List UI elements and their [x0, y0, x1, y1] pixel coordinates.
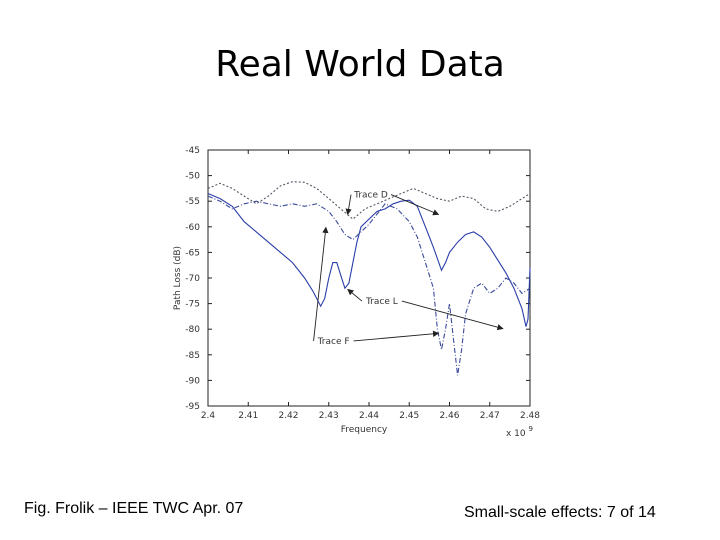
series-line-solid	[207, 192, 531, 327]
y-tick-label: -95	[185, 402, 200, 412]
y-tick-label: -45	[185, 146, 200, 156]
y-tick-label: -70	[185, 274, 200, 284]
x-tick-label: 2.43	[319, 411, 339, 421]
plot-area-frame	[207, 149, 531, 407]
annotation-arrow	[401, 300, 504, 331]
x-axis-label: Frequency	[341, 425, 388, 435]
x-tick-label: 2.4	[201, 411, 216, 421]
y-axis-label: Path Loss (dB)	[173, 246, 183, 310]
annotation-arrow	[347, 288, 363, 302]
annotation-arrow	[313, 226, 329, 342]
y-tick-label: -75	[185, 300, 200, 310]
x-axis-multiplier: x 10 9	[506, 425, 533, 439]
x-tick-label: 2.42	[278, 411, 298, 421]
y-axis-ticks: -45 -50 -55 -60 -65 -70 -75 -80 -85 -90 -95	[185, 146, 530, 412]
annotation-arrow	[345, 194, 352, 216]
x-tick-label: 2.48	[520, 411, 540, 421]
x-axis-multiplier-base: x 10	[506, 429, 526, 439]
y-tick-label: -60	[185, 223, 200, 233]
annotation-arrow	[390, 194, 440, 216]
annotation-label: Trace D	[353, 191, 388, 201]
y-tick-label: -85	[185, 351, 200, 361]
annotations: Trace D Trace L Trace F	[313, 191, 504, 347]
x-axis-multiplier-exponent: 9	[529, 425, 533, 433]
series-lines	[207, 181, 531, 376]
annotation-label: Trace L	[365, 297, 398, 307]
y-tick-label: -55	[185, 197, 200, 207]
annotation-label: Trace F	[317, 337, 350, 347]
series-line-dotted	[207, 181, 531, 220]
path-loss-chart: -45-50-55-60-65-70-75-80-85-90-95 2.4 2.4…	[173, 146, 540, 439]
figure-citation: Fig. Frolik – IEEE TWC Apr. 07	[24, 500, 244, 517]
x-tick-label: 2.41	[238, 411, 258, 421]
series-line-dashdot	[207, 195, 531, 376]
x-tick-label: 2.46	[439, 411, 459, 421]
y-tick-label: -65	[185, 248, 200, 258]
x-axis-ticks: 2.4 2.41 2.42 2.43 2.44 2.45 2.46 2.47 2.48	[201, 150, 540, 421]
slide-title: Real World Data	[215, 44, 505, 85]
y-tick-label: -80	[185, 325, 200, 335]
annotation-arrow	[353, 330, 440, 342]
x-tick-label: 2.47	[480, 411, 500, 421]
slide-progress: Small-scale effects: 7 of 14	[464, 504, 656, 521]
x-tick-label: 2.45	[399, 411, 419, 421]
y-tick-label: -50	[185, 172, 200, 182]
x-tick-label: 2.44	[359, 411, 379, 421]
y-tick-label: -90	[185, 376, 200, 386]
